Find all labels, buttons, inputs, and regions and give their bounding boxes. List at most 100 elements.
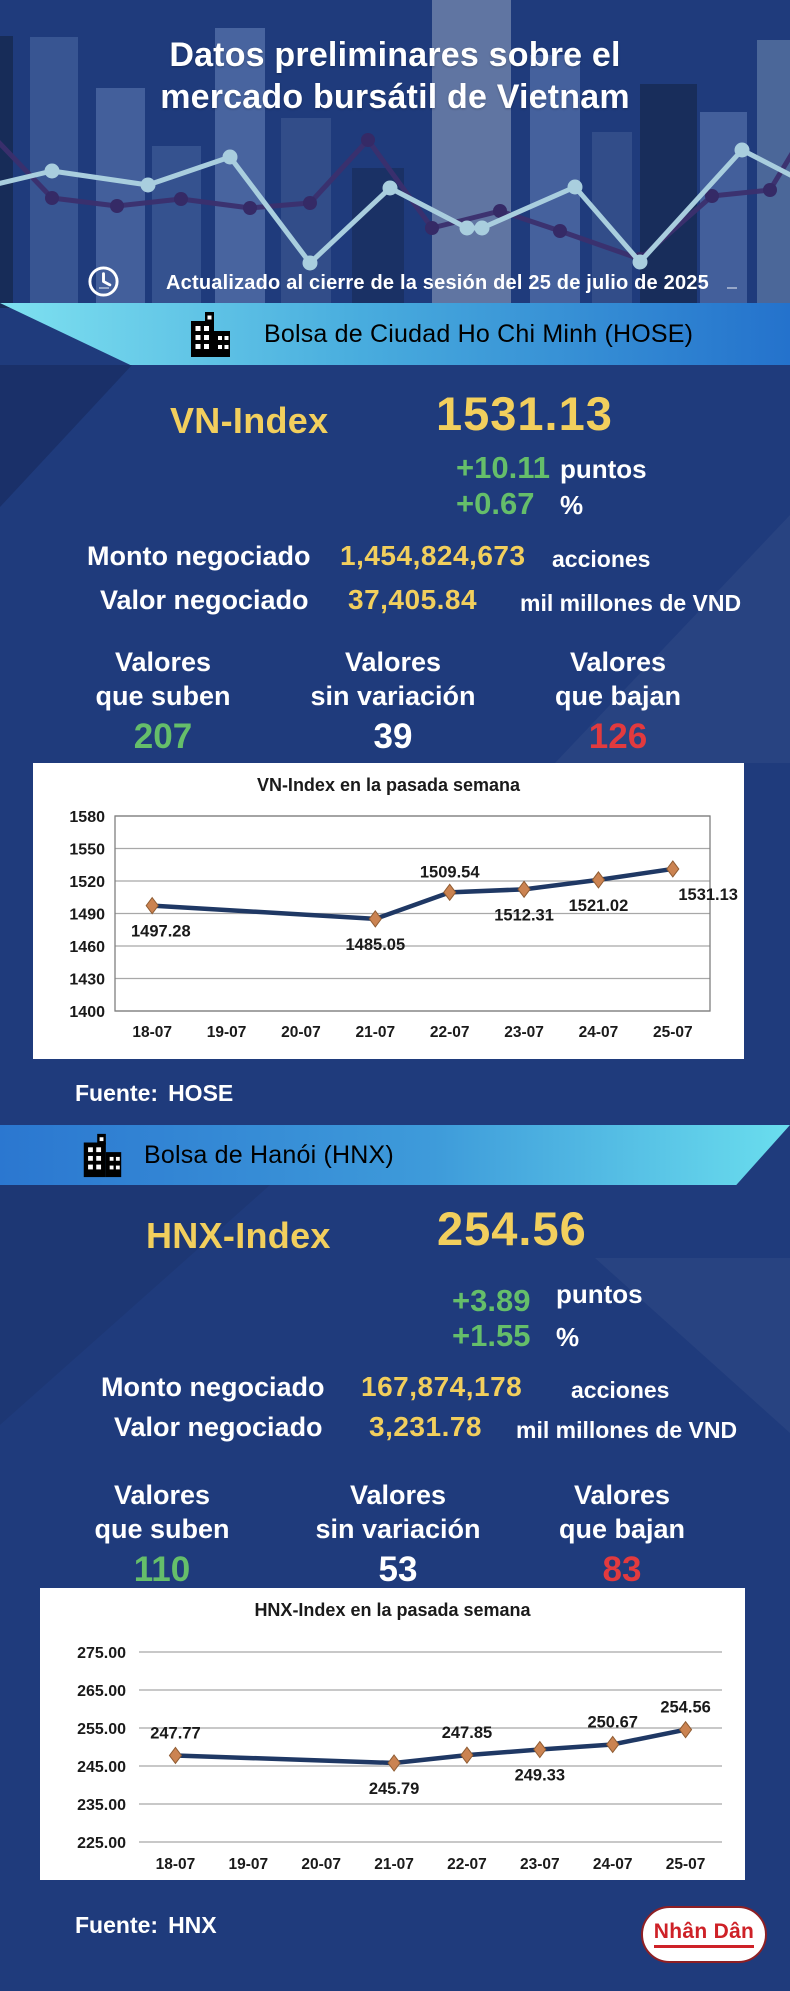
hnx-change-pct-unit: % <box>556 1322 580 1352</box>
svg-text:247.85: 247.85 <box>442 1724 492 1742</box>
unchanged-count: 39 <box>373 717 413 756</box>
svg-text:25-07: 25-07 <box>666 1856 706 1873</box>
hnx-unchanged-stat: Valores sin variación 53 <box>286 1478 510 1590</box>
hnx-volume-label: Monto negociado <box>101 1372 325 1402</box>
page-title: Datos preliminares sobre el mercado burs… <box>0 34 790 118</box>
hnx-source: Fuente: HNX <box>75 1912 217 1939</box>
svg-text:249.33: 249.33 <box>515 1767 565 1785</box>
stat-label: Valores <box>113 1480 211 1510</box>
decliners-count: 83 <box>602 1550 642 1589</box>
hnx-volume-unit: acciones <box>571 1377 670 1403</box>
advancers-count: 207 <box>133 717 193 756</box>
source-value: HNX <box>168 1912 217 1938</box>
svg-text:1550: 1550 <box>69 842 105 859</box>
hnx-index-line-chart: 275.00 265.00 255.00 245.00 235.00 225.00 18-0… <box>77 1645 722 1873</box>
vn-unchanged-stat: Valores sin variación 39 <box>281 645 505 757</box>
svg-text:21-07: 21-07 <box>374 1856 414 1873</box>
hnx-index-chart-panel: HNX-Index en la pasada semana 275.00 265.… <box>40 1588 745 1880</box>
decliners-count: 126 <box>588 717 648 756</box>
vn-change-points: +10.11 <box>456 450 550 485</box>
unchanged-count: 53 <box>378 1550 418 1589</box>
svg-text:275.00: 275.00 <box>77 1645 126 1662</box>
svg-text:245.79: 245.79 <box>369 1780 419 1798</box>
updated-text: Actualizado al cierre de la sesión del 2… <box>166 272 709 294</box>
stat-label: Valores <box>569 647 667 677</box>
svg-text:254.56: 254.56 <box>660 1699 710 1717</box>
vn-volume-unit: acciones <box>552 546 651 572</box>
source-label: Fuente: <box>75 1080 159 1106</box>
svg-text:18-07: 18-07 <box>132 1024 172 1041</box>
svg-text:1521.02: 1521.02 <box>569 897 629 915</box>
hnx-advancers-stat: Valores que suben 110 <box>50 1478 274 1590</box>
building-icon <box>83 1133 122 1178</box>
svg-text:19-07: 19-07 <box>228 1856 268 1873</box>
hnx-decliners-stat: Valores que bajan 83 <box>510 1478 734 1590</box>
hnx-section-banner <box>0 1125 790 1185</box>
vn-chart-title: VN-Index en la pasada semana <box>256 775 521 795</box>
svg-text:22-07: 22-07 <box>447 1856 487 1873</box>
hnx-value-unit: mil millones de VND <box>516 1417 738 1443</box>
nhan-dan-logo: Nhân Dân <box>641 1906 767 1963</box>
vn-value-value: 37,405.84 <box>348 584 478 615</box>
svg-text:225.00: 225.00 <box>77 1835 126 1852</box>
vn-index-value: 1531.13 <box>436 387 613 440</box>
svg-text:25-07: 25-07 <box>653 1024 693 1041</box>
svg-text:20-07: 20-07 <box>301 1856 341 1873</box>
svg-text:1497.28: 1497.28 <box>131 923 191 941</box>
svg-text:255.00: 255.00 <box>77 1721 126 1738</box>
vn-volume-label: Monto negociado <box>87 541 311 571</box>
stat-label: que suben <box>95 681 231 711</box>
hnx-change-points-unit: puntos <box>556 1279 643 1309</box>
svg-text:1512.31: 1512.31 <box>494 906 554 924</box>
vn-decliners-stat: Valores que bajan 126 <box>506 645 730 757</box>
hnx-chart-title: HNX-Index en la pasada semana <box>254 1600 531 1620</box>
hnx-index-value: 254.56 <box>437 1202 587 1255</box>
stat-label: Valores <box>349 1480 447 1510</box>
building-icon <box>191 312 230 357</box>
hnx-value-value: 3,231.78 <box>369 1411 482 1442</box>
vn-index-chart-panel: VN-Index en la pasada semana 1580 1550 152… <box>33 763 744 1059</box>
stat-label: Valores <box>573 1480 671 1510</box>
svg-text:18-07: 18-07 <box>156 1856 196 1873</box>
hose-banner-title: Bolsa de Ciudad Ho Chi Minh (HOSE) <box>264 320 694 348</box>
svg-text:23-07: 23-07 <box>520 1856 560 1873</box>
clock-icon <box>88 266 119 297</box>
vn-index-label: VN-Index <box>170 400 329 441</box>
vn-change-points-unit: puntos <box>560 454 647 484</box>
page-title-line2: mercado bursátil de Vietnam <box>160 78 630 116</box>
background-swath <box>0 365 132 507</box>
svg-text:265.00: 265.00 <box>77 1683 126 1700</box>
svg-text:1509.54: 1509.54 <box>420 863 480 881</box>
vn-change-pct-unit: % <box>560 490 584 520</box>
svg-text:1460: 1460 <box>69 939 105 956</box>
hnx-volume-value: 167,874,178 <box>361 1371 523 1402</box>
vn-change-pct: +0.67 <box>456 486 535 521</box>
axis-tick <box>727 287 737 289</box>
vn-volume-value: 1,454,824,673 <box>340 540 526 571</box>
svg-text:1490: 1490 <box>69 907 105 924</box>
header-decoration-bars-and-lines <box>0 0 790 308</box>
hnx-change-pct: +1.55 <box>452 1318 531 1353</box>
svg-text:235.00: 235.00 <box>77 1797 126 1814</box>
stat-label: que bajan <box>554 681 682 711</box>
stat-label: sin variación <box>315 1514 481 1544</box>
hnx-value-label: Valor negociado <box>114 1412 323 1442</box>
hose-source: Fuente: HOSE <box>75 1080 233 1107</box>
stat-label: Valores <box>344 647 442 677</box>
svg-text:24-07: 24-07 <box>579 1024 619 1041</box>
svg-text:245.00: 245.00 <box>77 1759 126 1776</box>
svg-text:1531.13: 1531.13 <box>678 886 738 904</box>
svg-text:21-07: 21-07 <box>355 1024 395 1041</box>
svg-text:24-07: 24-07 <box>593 1856 633 1873</box>
svg-text:1580: 1580 <box>69 809 105 826</box>
svg-text:250.67: 250.67 <box>587 1713 637 1731</box>
vn-index-line-chart: 1580 1550 1520 1490 1460 1430 1400 18-07 19-07 20… <box>69 809 738 1041</box>
nhan-dan-logo-text: Nhân Dân <box>653 1921 755 1948</box>
stat-label: que suben <box>94 1514 230 1544</box>
svg-text:247.77: 247.77 <box>150 1724 200 1742</box>
svg-text:19-07: 19-07 <box>207 1024 247 1041</box>
hnx-index-label: HNX-Index <box>146 1215 331 1256</box>
stat-label: que bajan <box>558 1514 686 1544</box>
svg-text:23-07: 23-07 <box>504 1024 544 1041</box>
